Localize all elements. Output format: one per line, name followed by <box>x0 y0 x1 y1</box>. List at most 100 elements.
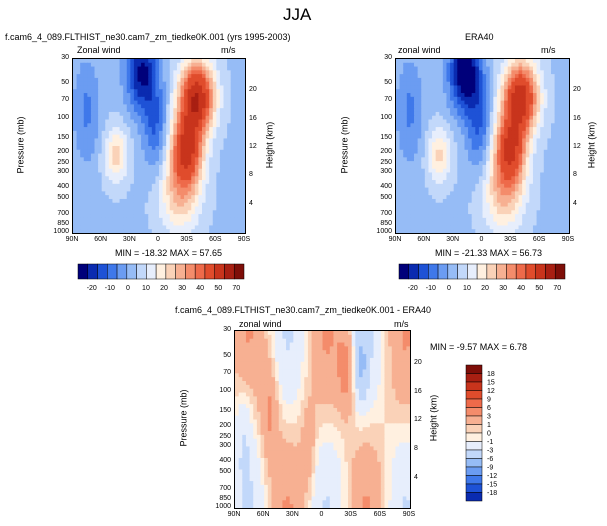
model-cell <box>116 217 121 223</box>
model-cell <box>176 146 182 151</box>
obs-cell <box>514 93 520 98</box>
obs-cell <box>421 66 426 71</box>
obs-cell <box>471 164 476 170</box>
obs-cell <box>525 115 530 121</box>
model-cell <box>223 89 228 94</box>
diff-cell <box>264 350 269 355</box>
model-cell <box>187 206 192 211</box>
model-cell <box>234 108 239 113</box>
model-cell <box>176 85 182 90</box>
diff-cell <box>267 342 273 347</box>
obs-cell <box>507 104 512 109</box>
model-cell <box>162 202 167 208</box>
model-cell <box>166 161 171 166</box>
model-cell <box>169 210 174 215</box>
obs-cell <box>435 180 440 185</box>
model-cell <box>94 127 99 132</box>
obs-cell <box>550 96 556 102</box>
obs-cell <box>514 183 520 189</box>
obs-cell <box>540 180 545 185</box>
obs-cell <box>514 81 520 87</box>
obs-cell <box>518 66 523 71</box>
obs-cell <box>471 59 476 64</box>
obs-cell <box>410 77 415 83</box>
diff-cell <box>391 338 397 344</box>
obs-cell <box>525 138 530 143</box>
obs-cell <box>424 229 430 233</box>
obs-cell <box>489 100 494 105</box>
obs-cell <box>450 191 455 196</box>
model-cell <box>123 146 128 151</box>
model-cell <box>166 172 171 177</box>
model-cell <box>223 198 228 204</box>
obs-cell <box>486 96 491 102</box>
model-cell <box>216 138 221 143</box>
obs-cell <box>428 214 433 219</box>
obs-cell <box>496 164 502 170</box>
obs-cell <box>414 180 419 185</box>
obs-cell <box>518 180 523 185</box>
obs-cell <box>414 111 419 117</box>
model-cell <box>108 157 114 162</box>
obs-cell <box>457 191 462 196</box>
obs-cell <box>453 225 458 230</box>
model-cell <box>159 96 164 102</box>
diff-cell <box>278 334 283 340</box>
model-cell <box>73 96 78 102</box>
obs-cell <box>432 172 437 177</box>
model-cell <box>119 127 124 132</box>
obs-cell <box>525 104 530 109</box>
obs-cell <box>550 77 556 83</box>
diff-cell <box>322 361 327 367</box>
model-cell <box>173 96 178 102</box>
model-cell <box>234 70 239 75</box>
obs-cell <box>396 100 401 105</box>
model-cell <box>80 96 85 102</box>
model-cell <box>151 164 157 170</box>
obs-cell <box>507 77 512 83</box>
obs-cell <box>457 66 462 71</box>
model-cell <box>83 104 88 109</box>
model-cell <box>241 153 245 158</box>
model-cell <box>76 66 81 71</box>
obs-cell <box>453 153 458 158</box>
model-cell <box>133 104 139 109</box>
model-cell <box>116 85 121 90</box>
obs-cell <box>424 214 430 219</box>
model-cell <box>76 206 81 211</box>
model-cell <box>219 183 225 189</box>
model-cell <box>123 81 128 87</box>
obs-cell <box>540 134 545 140</box>
model-cell <box>216 146 221 151</box>
diff-cell <box>318 350 324 355</box>
diff-cell <box>373 350 378 355</box>
model-cell <box>116 70 121 75</box>
model-cell <box>76 93 81 98</box>
model-cell <box>173 142 178 147</box>
model-cell <box>151 198 157 204</box>
model-cell <box>209 108 214 113</box>
model-cell <box>216 161 221 166</box>
model-cell <box>212 206 217 211</box>
obs-cell <box>486 123 491 128</box>
model-cell <box>227 142 232 147</box>
diff-cell <box>373 346 378 351</box>
obs-cell <box>540 221 545 227</box>
colorbar-model-label: 30 <box>178 285 186 292</box>
obs-cell <box>493 89 498 94</box>
obs-cell <box>489 111 494 117</box>
diff-cell <box>329 369 335 374</box>
obs-cell <box>432 108 437 113</box>
model-cell <box>187 221 192 227</box>
obs-cell <box>435 183 440 189</box>
model-cell <box>137 85 142 90</box>
model-cell <box>76 104 81 109</box>
obs-cell <box>403 206 408 211</box>
model-cell <box>101 172 106 177</box>
obs-cell <box>450 195 455 200</box>
obs-cell <box>460 70 466 75</box>
colorbar-model-label: 10 <box>142 285 150 292</box>
obs-cell <box>410 153 415 158</box>
model-cell <box>223 221 228 227</box>
obs-cell <box>478 108 484 113</box>
